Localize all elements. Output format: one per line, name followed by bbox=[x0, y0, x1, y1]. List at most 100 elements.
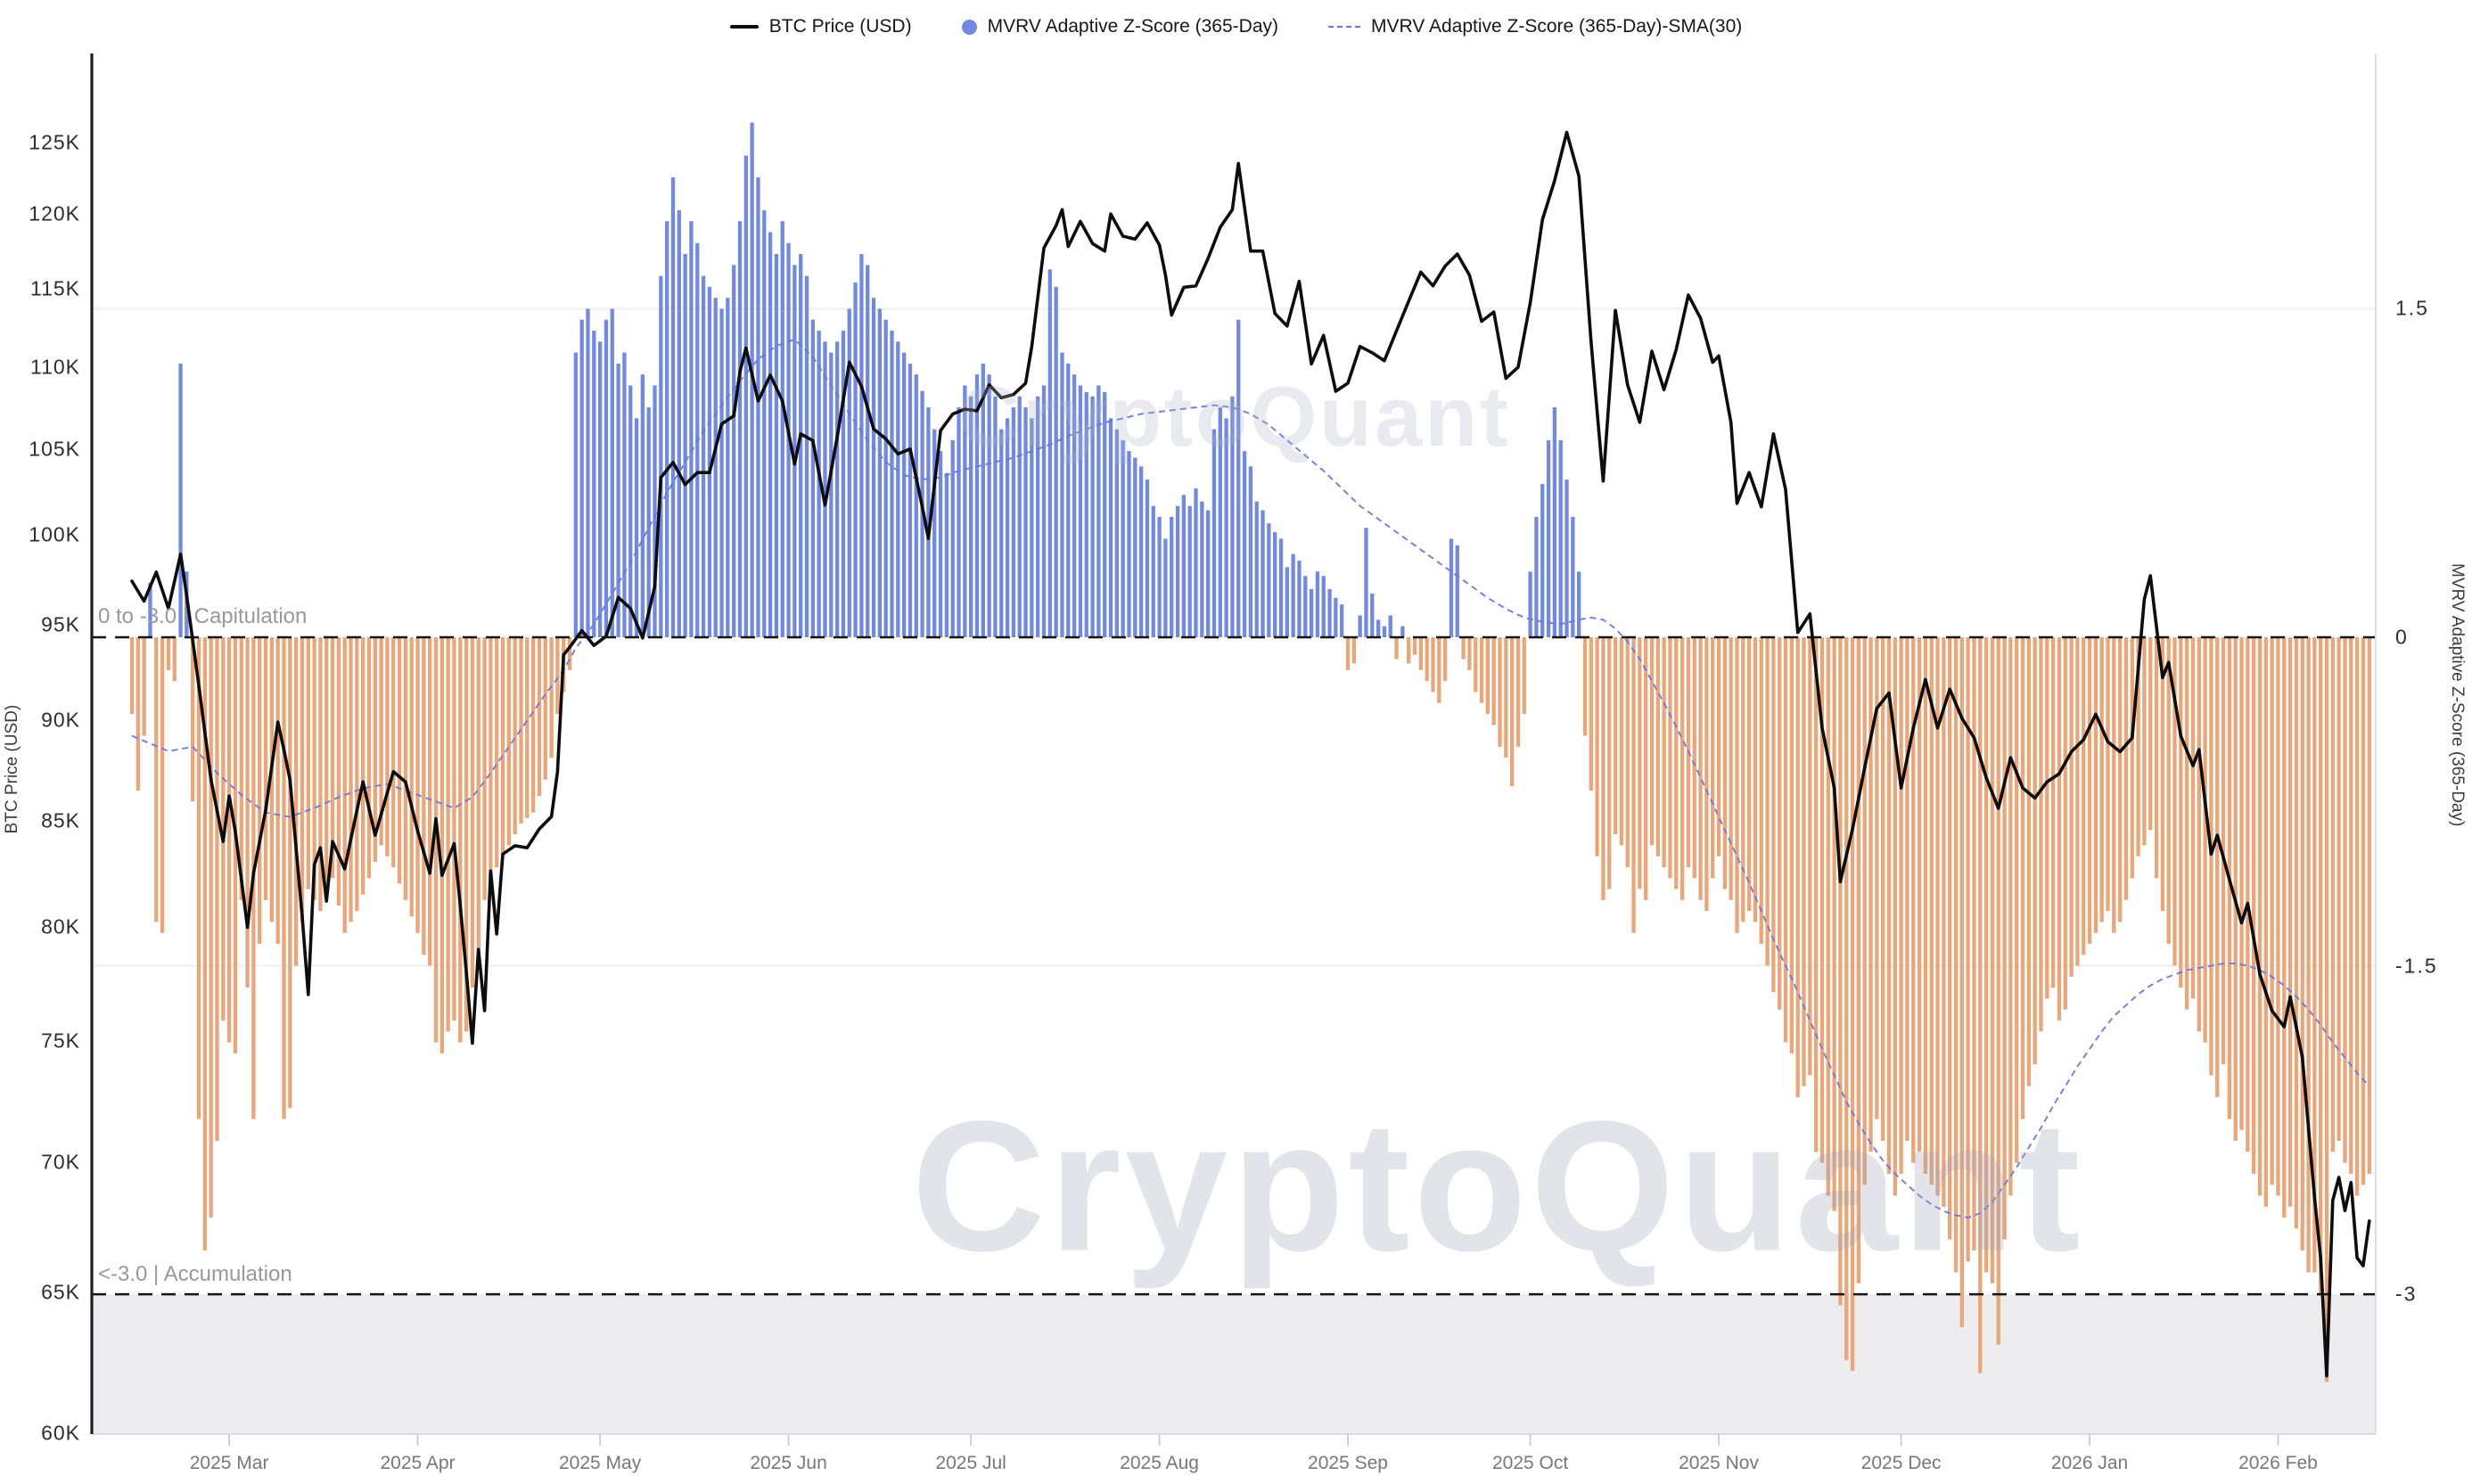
zscore-bar[interactable] bbox=[1394, 637, 1399, 660]
zscore-bar[interactable] bbox=[1127, 451, 1131, 637]
zscore-bar[interactable] bbox=[1442, 637, 1448, 682]
zscore-bar[interactable] bbox=[1844, 637, 1849, 1360]
zscore-bar[interactable] bbox=[1565, 480, 1569, 637]
zscore-bar[interactable] bbox=[397, 637, 402, 884]
zscore-bar[interactable] bbox=[890, 331, 894, 637]
zscore-bar[interactable] bbox=[670, 177, 676, 637]
zscore-bar[interactable] bbox=[202, 637, 207, 1250]
zscore-bar[interactable] bbox=[1030, 418, 1034, 637]
zscore-bar[interactable] bbox=[586, 308, 590, 637]
zscore-bar[interactable] bbox=[847, 308, 851, 637]
zscore-bar[interactable] bbox=[1321, 576, 1326, 637]
zscore-bar[interactable] bbox=[2190, 637, 2196, 999]
zscore-bar[interactable] bbox=[2185, 637, 2189, 1010]
zscore-bar[interactable] bbox=[1546, 439, 1551, 637]
zscore-bar[interactable] bbox=[683, 254, 687, 637]
zscore-bar[interactable] bbox=[999, 429, 1004, 637]
zscore-bar[interactable] bbox=[196, 637, 201, 1119]
zscore-bar[interactable] bbox=[616, 363, 620, 637]
zscore-bar[interactable] bbox=[1400, 626, 1405, 637]
zscore-bar[interactable] bbox=[1449, 538, 1454, 637]
zscore-bar[interactable] bbox=[422, 637, 426, 955]
zscore-bar[interactable] bbox=[1917, 637, 1922, 1152]
zscore-bar[interactable] bbox=[1114, 429, 1119, 637]
zscore-bar[interactable] bbox=[859, 254, 864, 637]
zscore-bar[interactable] bbox=[2246, 637, 2250, 1152]
zscore-bar[interactable] bbox=[1795, 637, 1800, 1097]
zscore-bar[interactable] bbox=[1631, 637, 1636, 933]
zscore-bar[interactable] bbox=[2282, 637, 2287, 1218]
zscore-bar[interactable] bbox=[342, 637, 347, 933]
zscore-bar[interactable] bbox=[756, 177, 760, 637]
zscore-bar[interactable] bbox=[1953, 637, 1959, 1273]
zscore-bar[interactable] bbox=[1625, 637, 1630, 867]
zscore-bar[interactable] bbox=[1668, 637, 1672, 879]
zscore-bar[interactable] bbox=[653, 385, 657, 637]
zscore-bar[interactable] bbox=[1334, 597, 1338, 637]
zscore-bar[interactable] bbox=[1552, 407, 1557, 637]
zscore-bar[interactable] bbox=[1418, 637, 1423, 670]
zscore-bar[interactable] bbox=[1309, 588, 1314, 637]
zscore-bar[interactable] bbox=[495, 637, 499, 867]
zscore-bar[interactable] bbox=[1474, 637, 1478, 693]
zscore-bar[interactable] bbox=[2136, 637, 2140, 857]
zscore-bar[interactable] bbox=[549, 637, 554, 758]
zscore-bar[interactable] bbox=[1619, 637, 1624, 846]
zscore-bar[interactable] bbox=[464, 637, 469, 1032]
zscore-bar[interactable] bbox=[318, 637, 323, 912]
zscore-bar[interactable] bbox=[2179, 637, 2183, 988]
zscore-bar[interactable] bbox=[2324, 637, 2329, 1382]
zscore-bar[interactable] bbox=[2349, 637, 2353, 1174]
zscore-bar[interactable] bbox=[221, 637, 226, 1021]
zscore-bar[interactable] bbox=[604, 319, 609, 637]
zscore-bar[interactable] bbox=[415, 637, 420, 933]
zscore-bar[interactable] bbox=[701, 275, 706, 637]
zscore-bar[interactable] bbox=[1376, 619, 1381, 637]
zscore-bar[interactable] bbox=[1364, 528, 1368, 637]
zscore-bar[interactable] bbox=[506, 637, 511, 846]
zscore-bar[interactable] bbox=[312, 637, 316, 900]
zscore-bar[interactable] bbox=[2336, 637, 2341, 1142]
zscore-bar[interactable] bbox=[567, 637, 572, 670]
zscore-bar[interactable] bbox=[148, 582, 152, 637]
zscore-bar[interactable] bbox=[1163, 538, 1168, 637]
zscore-bar[interactable] bbox=[1504, 637, 1508, 758]
zscore-bar[interactable] bbox=[1108, 418, 1113, 637]
zscore-bar[interactable] bbox=[1722, 637, 1727, 890]
zscore-bar[interactable] bbox=[1066, 363, 1071, 637]
zscore-bar[interactable] bbox=[1741, 637, 1745, 922]
zscore-bar[interactable] bbox=[732, 265, 736, 637]
zscore-bar[interactable] bbox=[2209, 637, 2213, 1076]
zscore-bar[interactable] bbox=[1515, 637, 1521, 747]
zscore-bar[interactable] bbox=[142, 637, 146, 736]
btc-price-line[interactable] bbox=[130, 130, 2371, 1378]
zscore-bar[interactable] bbox=[1601, 637, 1606, 900]
zscore-bar[interactable] bbox=[841, 331, 846, 637]
zscore-bar[interactable] bbox=[1729, 637, 1733, 900]
zscore-bar[interactable] bbox=[1060, 352, 1064, 637]
zscore-bar[interactable] bbox=[2343, 637, 2347, 1163]
zscore-bar[interactable] bbox=[1582, 637, 1588, 736]
zscore-bar[interactable] bbox=[768, 232, 773, 637]
zscore-bar[interactable] bbox=[1644, 637, 1648, 900]
zscore-bar[interactable] bbox=[1929, 637, 1934, 1185]
zscore-bar[interactable] bbox=[1692, 637, 1696, 879]
zscore-bar[interactable] bbox=[245, 637, 250, 988]
zscore-bar[interactable] bbox=[597, 341, 603, 637]
zscore-bar[interactable] bbox=[209, 637, 213, 1218]
zscore-bar[interactable] bbox=[2306, 637, 2311, 1273]
zscore-bar[interactable] bbox=[1942, 637, 1946, 1207]
zscore-bar[interactable] bbox=[573, 352, 579, 637]
zscore-bar[interactable] bbox=[2270, 637, 2274, 1185]
zscore-bar[interactable] bbox=[1735, 637, 1739, 933]
zscore-bar[interactable] bbox=[743, 155, 748, 637]
legend-item-btc-price[interactable]: BTC Price (USD) bbox=[729, 16, 912, 37]
zscore-bar[interactable] bbox=[458, 637, 463, 1043]
zscore-bar[interactable] bbox=[2233, 637, 2238, 1142]
zscore-bar[interactable] bbox=[1778, 637, 1782, 1010]
zscore-bar[interactable] bbox=[1187, 505, 1192, 637]
zscore-bar[interactable] bbox=[1966, 637, 1970, 1262]
zscore-bar[interactable] bbox=[2148, 637, 2153, 831]
zscore-bar[interactable] bbox=[160, 637, 165, 933]
zscore-bar[interactable] bbox=[1412, 637, 1417, 655]
